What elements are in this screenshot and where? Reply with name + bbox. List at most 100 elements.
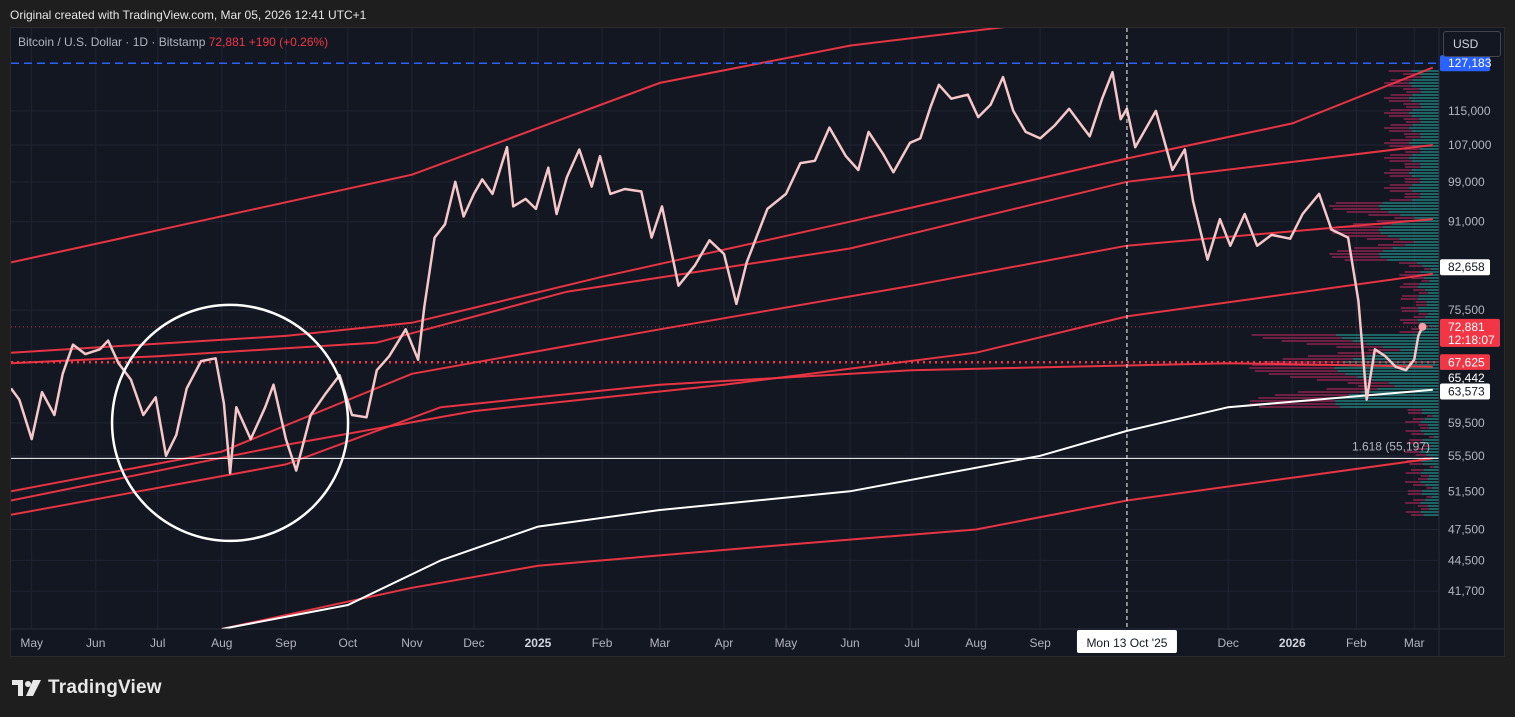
price-axis-label: 107,000 xyxy=(1448,138,1492,152)
tradingview-logo-text: TradingView xyxy=(48,677,162,698)
volume-profile-bar-down xyxy=(1400,298,1418,300)
volume-profile-bar-down xyxy=(1408,412,1422,414)
volume-profile-bar-down xyxy=(1406,76,1422,78)
volume-profile-bar-up xyxy=(1382,346,1439,348)
volume-profile-bar-up xyxy=(1421,493,1439,495)
volume-profile-bar-down xyxy=(1354,247,1393,249)
volume-profile-bar-down xyxy=(1384,172,1409,174)
volume-profile-bar-up xyxy=(1388,211,1439,213)
volume-profile-bar-down xyxy=(1405,166,1421,168)
volume-profile-bar-down xyxy=(1420,427,1429,429)
volume-profile-bar-down xyxy=(1405,511,1421,513)
volume-profile-bar-up xyxy=(1382,226,1439,228)
volume-profile-bar-up xyxy=(1380,208,1439,210)
price-axis-label: 44,500 xyxy=(1448,553,1485,567)
price-axis-label: 55,500 xyxy=(1448,449,1485,463)
volume-profile-bar-up xyxy=(1420,121,1439,123)
volume-profile-bar-up xyxy=(1420,196,1439,198)
volume-profile-bar-down xyxy=(1366,238,1400,240)
volume-profile-bar-up xyxy=(1420,271,1439,273)
volume-profile-bar-down xyxy=(1389,184,1412,186)
volume-profile-bar-down xyxy=(1403,118,1420,120)
volume-profile-bar-up xyxy=(1380,256,1439,258)
time-axis-label: Aug xyxy=(965,636,986,650)
volume-profile-bar-down xyxy=(1420,475,1429,477)
price-tag-label: 82,658 xyxy=(1448,260,1485,274)
volume-profile-bar-up xyxy=(1371,379,1439,381)
volume-profile-bar-down xyxy=(1399,286,1418,288)
volume-profile-bar-up xyxy=(1340,406,1439,408)
volume-profile-bar-down xyxy=(1404,178,1421,180)
volume-profile-bar-down xyxy=(1384,112,1409,114)
time-axis-label: Mar xyxy=(650,636,671,650)
volume-profile-bar-up xyxy=(1423,328,1439,330)
volume-profile-bar-down xyxy=(1404,196,1421,198)
volume-profile-bar-up xyxy=(1378,229,1439,231)
volume-profile-bar-up xyxy=(1420,511,1439,513)
time-axis-label: Jun xyxy=(86,636,105,650)
volume-profile-bar-down xyxy=(1388,70,1412,72)
volume-profile-bar-down xyxy=(1384,142,1409,144)
price-tag-label: 67,625 xyxy=(1448,355,1485,369)
volume-profile-bar-up xyxy=(1418,310,1439,312)
volume-profile-bar-up xyxy=(1420,430,1439,432)
volume-profile-bar-down xyxy=(1404,181,1421,183)
volume-profile-bar-down xyxy=(1389,169,1412,171)
volume-profile-bar-down xyxy=(1268,373,1346,375)
price-axis-label: 59,500 xyxy=(1448,416,1485,430)
volume-profile-bar-down xyxy=(1401,310,1419,312)
volume-profile-bar-down xyxy=(1408,265,1423,267)
volume-profile-bar-down xyxy=(1384,157,1409,159)
volume-profile-bar-up xyxy=(1413,241,1439,243)
volume-profile-bar-down xyxy=(1335,202,1383,204)
volume-profile-bar-up xyxy=(1418,295,1439,297)
volume-profile-bar-up xyxy=(1421,460,1439,462)
volume-profile-bar-down xyxy=(1429,436,1434,438)
volume-profile-bar-down xyxy=(1336,226,1383,228)
volume-profile-bar-up xyxy=(1421,76,1439,78)
volume-profile-bar-up xyxy=(1400,349,1439,351)
time-axis-label: Nov xyxy=(401,636,422,650)
volume-profile-bar-down xyxy=(1426,487,1433,489)
volume-profile-bar-down xyxy=(1417,505,1428,507)
volume-profile-bar-down xyxy=(1410,514,1424,516)
volume-profile-bar-down xyxy=(1389,115,1412,117)
volume-profile-bar-down xyxy=(1389,145,1412,147)
tradingview-logo-icon xyxy=(12,680,41,696)
band-line-7 xyxy=(221,457,1433,629)
volume-profile-bar-down xyxy=(1418,292,1428,294)
volume-profile-bar-up xyxy=(1408,112,1439,114)
volume-profile-bar-up xyxy=(1378,253,1439,255)
volume-profile-bar-up xyxy=(1424,418,1439,420)
volume-profile-bar-up xyxy=(1420,481,1439,483)
volume-profile-bar-down xyxy=(1406,442,1422,444)
volume-profile-bar-up xyxy=(1429,508,1439,510)
tradingview-logo[interactable]: TradingView xyxy=(12,676,162,700)
price-tag-label: 63,573 xyxy=(1448,385,1485,399)
volume-profile-bar-up xyxy=(1411,115,1439,117)
volume-profile-bar-up xyxy=(1412,79,1439,81)
price-tag xyxy=(1440,354,1490,371)
volume-profile-bar-up xyxy=(1412,109,1439,111)
band-line-6 xyxy=(11,362,1433,516)
volume-profile-bar-up xyxy=(1433,436,1439,438)
volume-profile-bar-down xyxy=(1417,478,1428,480)
volume-profile-bar-down xyxy=(1403,283,1420,285)
volume-profile-bar-down xyxy=(1329,205,1379,207)
volume-profile-bar-up xyxy=(1417,286,1439,288)
volume-profile-bar-up xyxy=(1387,235,1439,237)
volume-profile-bar-up xyxy=(1387,259,1439,261)
price-tag-label: 65,442 xyxy=(1448,371,1485,385)
volume-profile-bar-up xyxy=(1430,268,1439,270)
volume-profile-bar-up xyxy=(1339,397,1439,399)
volume-profile-bar-up xyxy=(1335,400,1439,402)
currency-button[interactable]: USD xyxy=(1443,31,1501,57)
volume-profile-bar-down xyxy=(1413,484,1425,486)
volume-profile-bar-up xyxy=(1411,85,1439,87)
volume-profile-bar-down xyxy=(1402,73,1420,75)
volume-profile-bar-up xyxy=(1429,280,1439,282)
price-axis-label: 47,500 xyxy=(1448,523,1485,537)
volume-profile-bar-up xyxy=(1405,244,1439,246)
volume-profile-bar-down xyxy=(1413,289,1425,291)
